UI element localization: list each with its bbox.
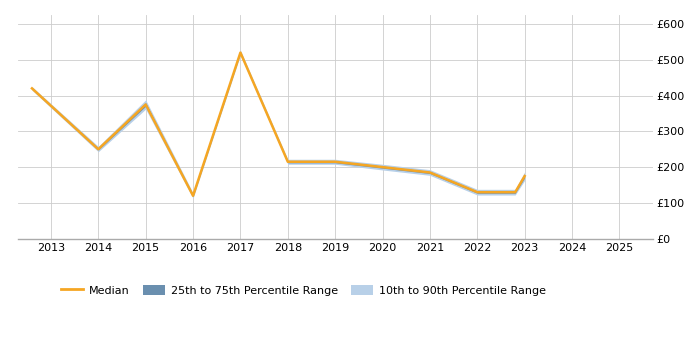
Legend: Median, 25th to 75th Percentile Range, 10th to 90th Percentile Range: Median, 25th to 75th Percentile Range, 1… [57, 281, 550, 300]
